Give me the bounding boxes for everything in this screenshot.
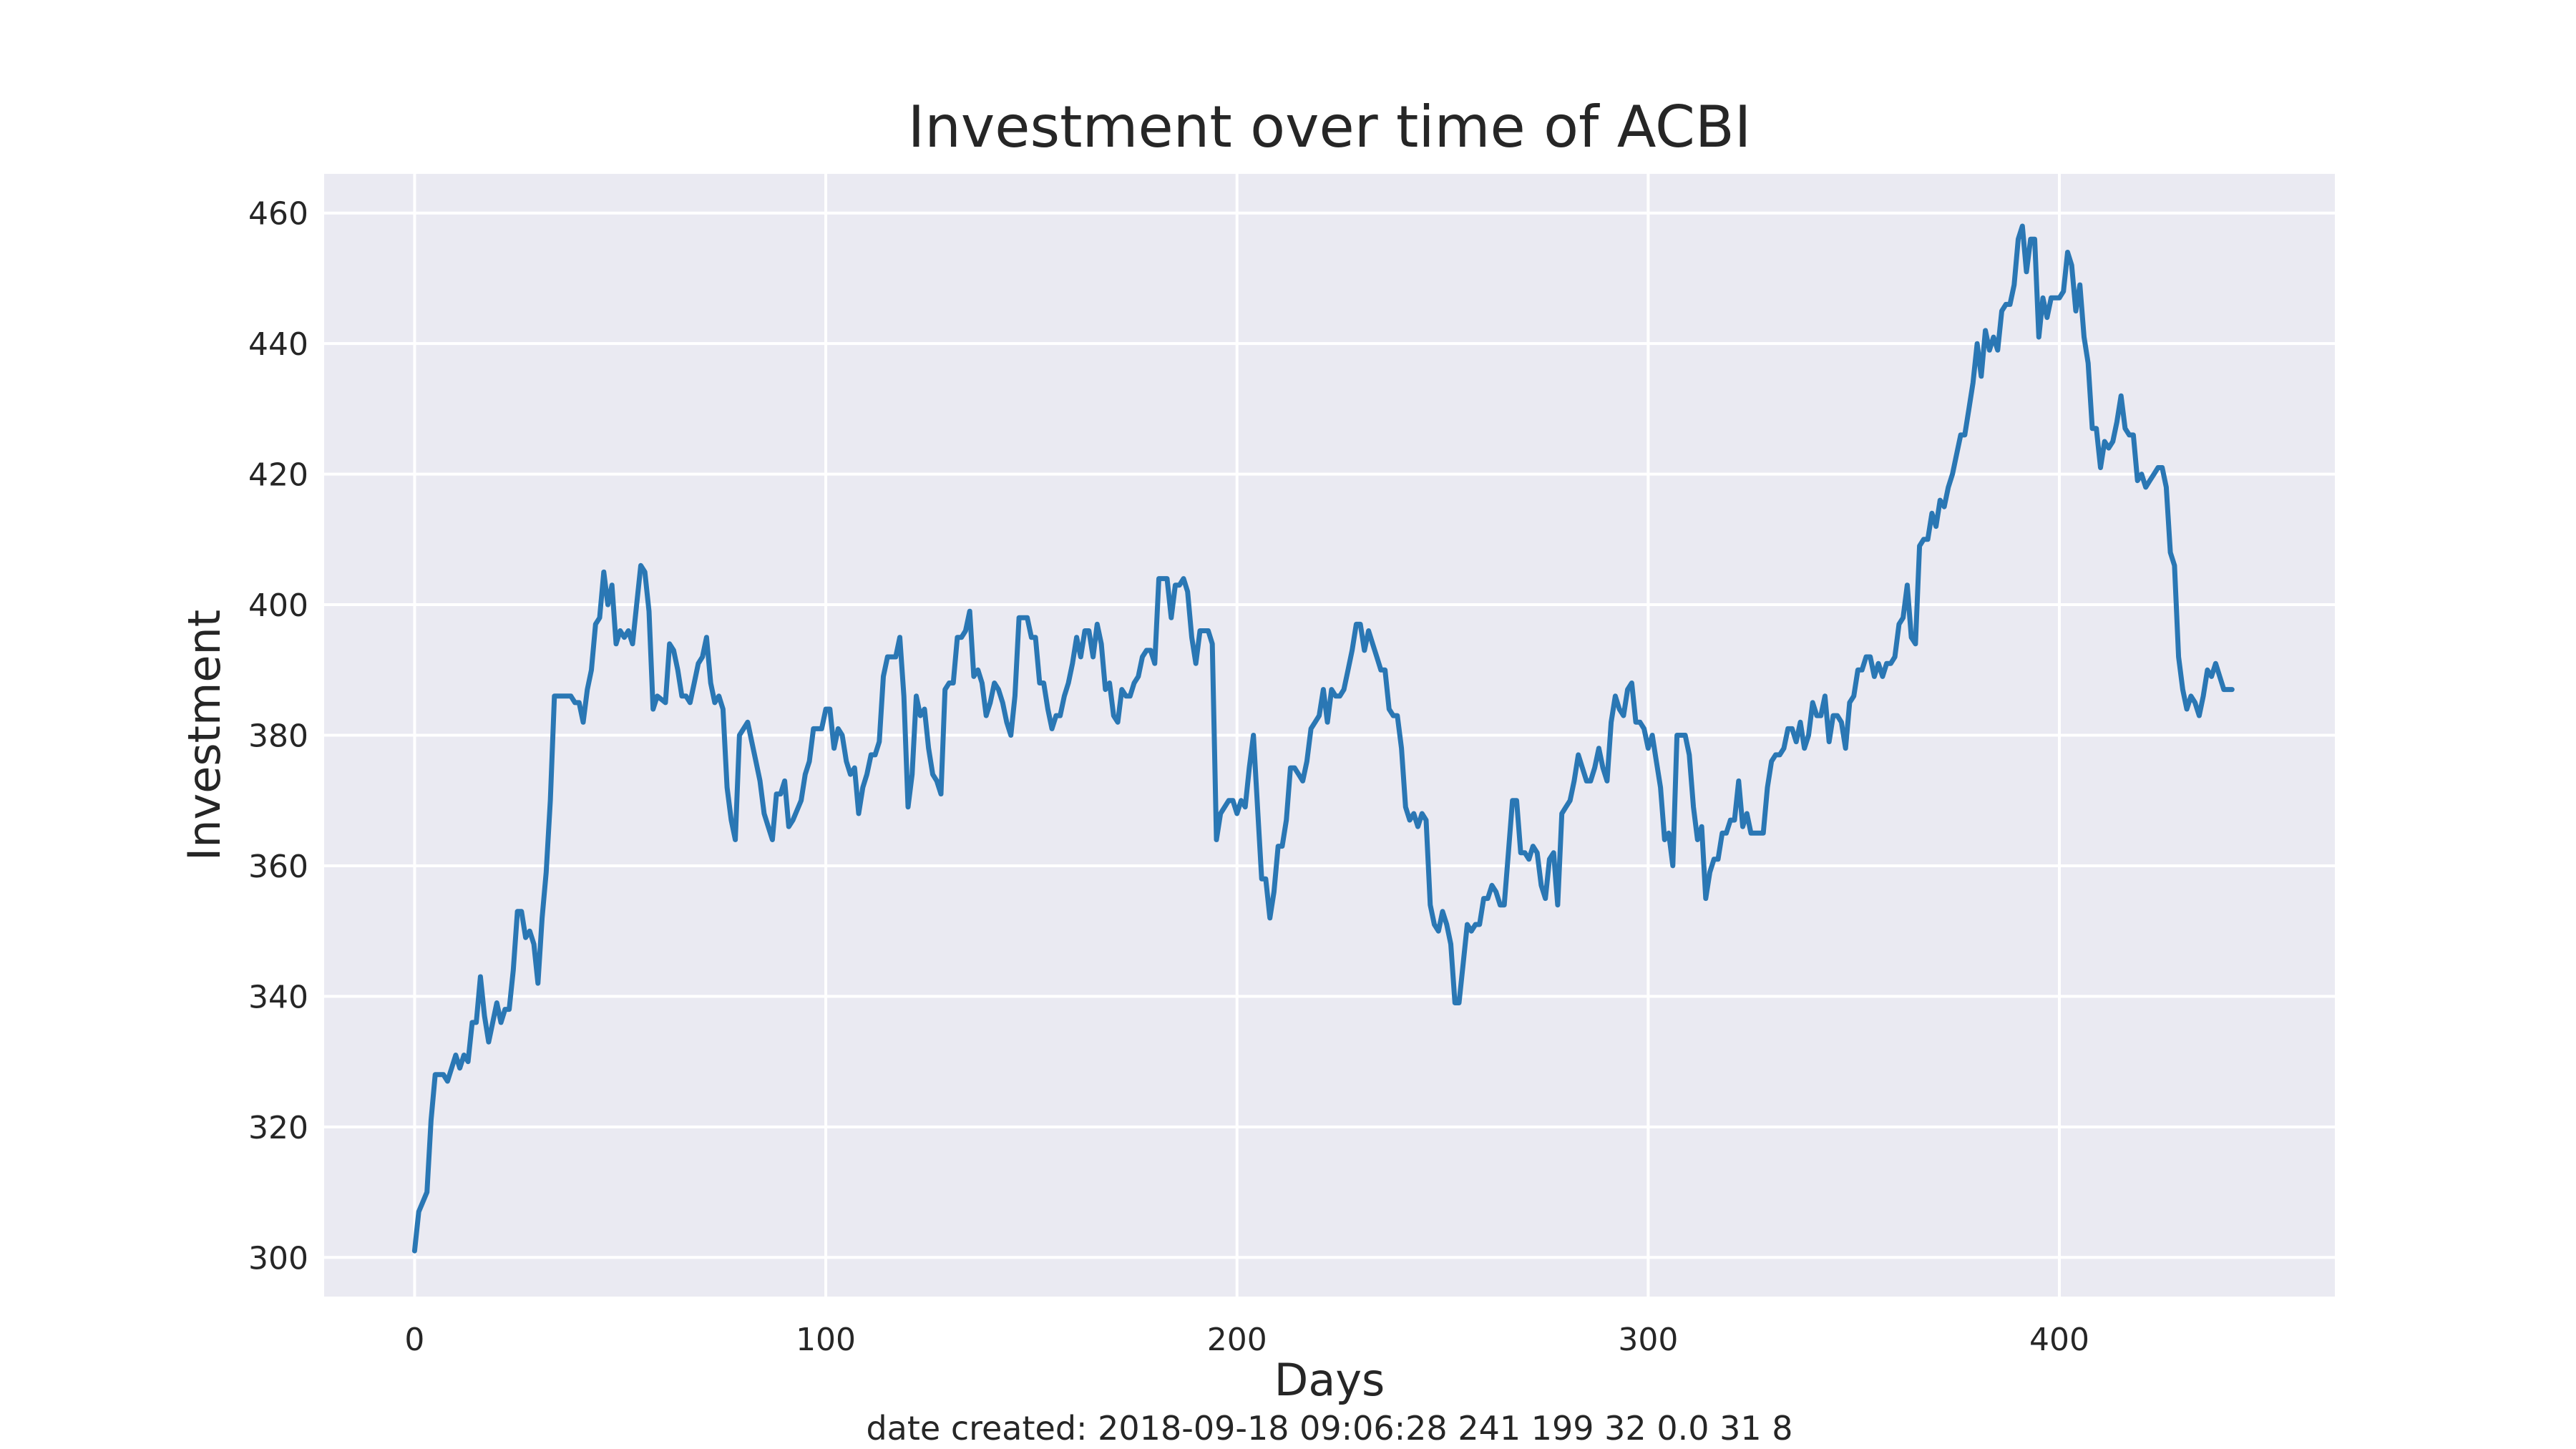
y-axis-ticks: 300 320 340 360 380 400 420 440 460 [248,196,308,1277]
y-tick-label: 340 [248,979,308,1015]
y-axis-label: Investment [178,610,230,861]
y-tick-label: 320 [248,1110,308,1146]
grid-lines [324,174,2335,1297]
x-axis-label: Days [1274,1354,1385,1406]
y-tick-label: 420 [248,457,308,494]
y-tick-label: 360 [248,849,308,885]
x-axis-ticks: 0 100 200 300 400 [404,1322,2089,1358]
x-tick-label: 100 [796,1322,856,1358]
y-tick-label: 380 [248,718,308,755]
y-tick-label: 400 [248,587,308,624]
series-group [411,223,2235,1254]
date-created-footnote: date created: 2018-09-18 09:06:28 241 19… [866,1409,1792,1448]
x-tick-label: 200 [1207,1322,1267,1358]
x-tick-label: 0 [404,1322,424,1358]
y-tick-label: 460 [248,196,308,233]
y-tick-label: 300 [248,1240,308,1277]
x-tick-label: 400 [2029,1322,2089,1358]
x-tick-label: 300 [1618,1322,1678,1358]
chart-title: Investment over time of ACBI [908,94,1752,160]
series-line-0 [411,223,2235,1254]
y-tick-label: 440 [248,326,308,363]
